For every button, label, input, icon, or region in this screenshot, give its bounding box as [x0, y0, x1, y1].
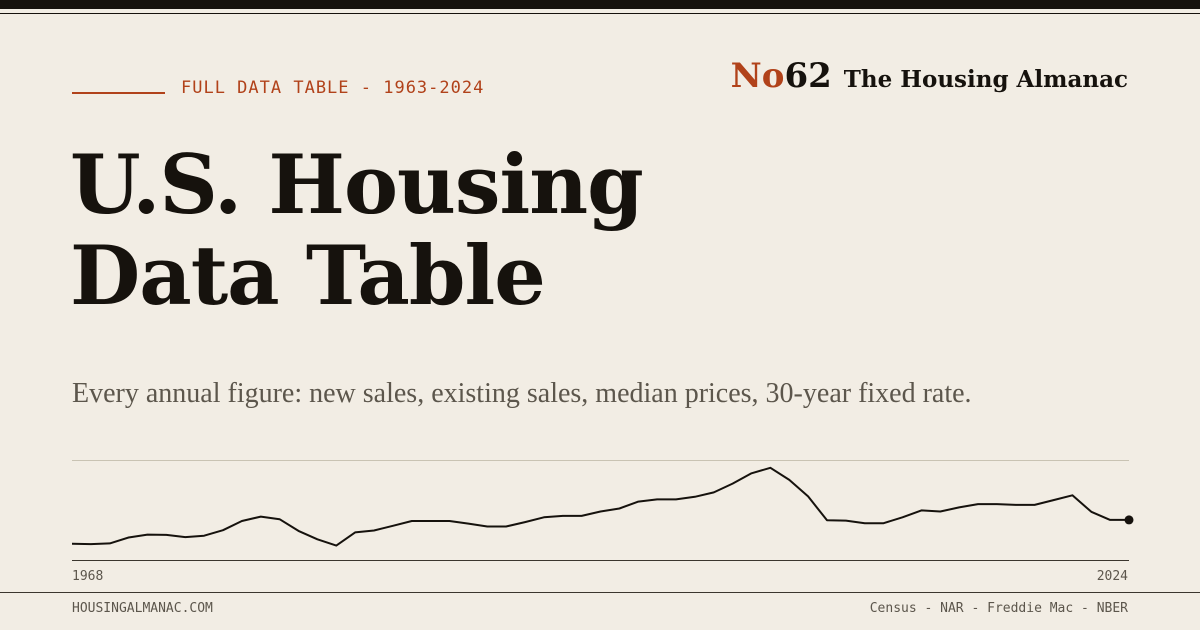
page-title: U.S. Housing Data Table	[70, 138, 644, 324]
sparkline-series-line	[71, 466, 1129, 547]
top-rule	[0, 13, 1200, 14]
sparkline-end-point	[1124, 515, 1134, 525]
subtitle: Every annual figure: new sales, existing…	[72, 378, 972, 409]
footer-site[interactable]: HOUSINGALMANAC.COM	[72, 601, 213, 616]
sparkline-top-rule	[72, 460, 1129, 461]
brand-issue-number: 62	[784, 56, 832, 96]
top-bar	[0, 0, 1200, 9]
brand-issue-prefix: No	[730, 56, 785, 96]
footer-rule	[0, 592, 1200, 593]
sparkline-start-label: 1968	[72, 569, 104, 584]
sparkline-end-label: 2024	[1096, 569, 1128, 584]
sparkline-baseline	[72, 560, 1129, 561]
footer-sources: Census - NAR - Freddie Mac - NBER	[869, 601, 1128, 616]
title-line-2: Data Table	[70, 229, 546, 324]
kicker-label: FULL DATA TABLE - 1963-2024	[181, 78, 485, 98]
sparkline	[71, 466, 1134, 547]
brand-name: The Housing Almanac	[843, 66, 1128, 93]
title-line-1: U.S. Housing	[70, 138, 644, 233]
brand: No 62 The Housing Almanac	[731, 56, 1128, 96]
kicker-rule	[72, 92, 165, 94]
